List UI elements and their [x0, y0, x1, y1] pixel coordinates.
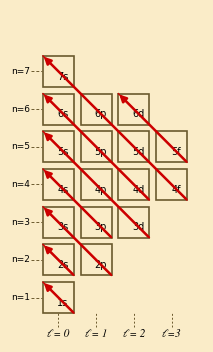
Bar — [81, 207, 112, 238]
Text: n=4: n=4 — [11, 180, 30, 189]
Text: 4p: 4p — [95, 185, 107, 195]
Text: 3s: 3s — [57, 222, 69, 232]
Bar — [118, 94, 149, 125]
Bar — [118, 131, 149, 162]
Text: 3p: 3p — [95, 222, 107, 232]
Bar — [81, 94, 112, 125]
Text: 4d: 4d — [132, 185, 144, 195]
Text: 6d: 6d — [132, 109, 144, 119]
Text: 4f: 4f — [171, 185, 181, 195]
Text: 5p: 5p — [94, 147, 107, 157]
Bar — [118, 207, 149, 238]
Text: 7s: 7s — [57, 72, 69, 82]
Bar — [81, 169, 112, 200]
Text: n=3: n=3 — [11, 218, 30, 227]
Text: 2p: 2p — [94, 260, 107, 270]
Bar — [81, 244, 112, 275]
Text: 5d: 5d — [132, 147, 145, 157]
Bar — [43, 56, 74, 87]
Text: n=7: n=7 — [11, 67, 30, 76]
Text: n=1: n=1 — [11, 293, 30, 302]
Text: 3d: 3d — [132, 222, 144, 232]
Bar — [43, 282, 74, 313]
Bar — [43, 207, 74, 238]
Text: ℓ= 2: ℓ= 2 — [123, 329, 145, 339]
Bar — [118, 169, 149, 200]
Text: ℓ=3: ℓ=3 — [162, 329, 181, 339]
Bar — [43, 94, 74, 125]
Text: 5f: 5f — [171, 147, 181, 157]
Bar — [43, 244, 74, 275]
Bar — [81, 131, 112, 162]
Text: 5s: 5s — [57, 147, 69, 157]
Bar — [43, 169, 74, 200]
Text: 6s: 6s — [57, 109, 69, 119]
Text: 1s: 1s — [57, 298, 69, 308]
Text: 2s: 2s — [57, 260, 69, 270]
Text: ℓ= 0: ℓ= 0 — [47, 329, 70, 339]
Bar — [156, 169, 187, 200]
Text: n=5: n=5 — [11, 142, 30, 151]
Text: 6p: 6p — [95, 109, 107, 119]
Text: 4s: 4s — [57, 185, 69, 195]
Text: ℓ= 1: ℓ= 1 — [85, 329, 107, 339]
Bar — [156, 131, 187, 162]
Text: n=6: n=6 — [11, 105, 30, 114]
Text: n=2: n=2 — [11, 256, 30, 264]
Bar — [43, 131, 74, 162]
